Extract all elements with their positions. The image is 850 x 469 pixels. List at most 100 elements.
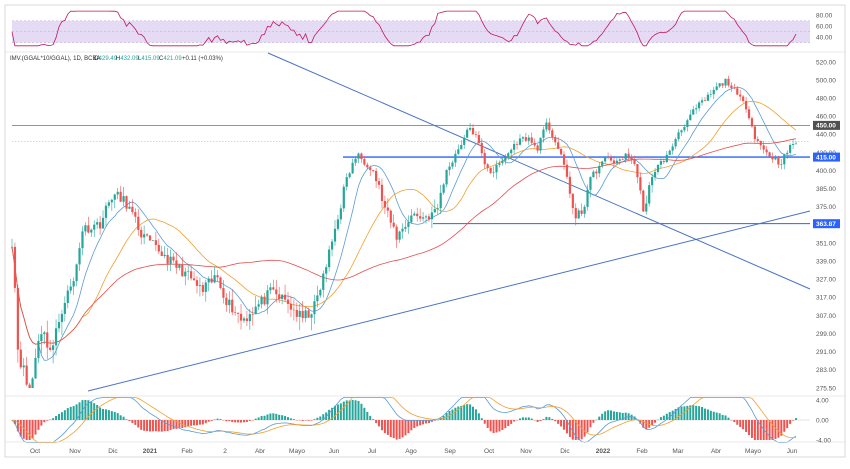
candle-body	[346, 177, 348, 187]
candle-body	[99, 222, 101, 228]
macd-histogram-bar	[281, 415, 283, 420]
macd-histogram-bar	[272, 413, 274, 420]
candle-body	[316, 295, 318, 301]
candle-body	[310, 314, 312, 317]
macd-histogram-bar	[205, 420, 207, 423]
candle-body	[228, 300, 230, 305]
y-tick-main: 339.00	[816, 259, 836, 266]
macd-histogram-bar	[528, 417, 530, 420]
candle-body	[67, 291, 69, 303]
candle-body	[187, 271, 189, 272]
candle-body	[387, 208, 389, 211]
candle-body	[131, 207, 133, 212]
candle-body	[507, 153, 509, 157]
candle-body	[384, 201, 386, 208]
macd-histogram-bar	[390, 420, 392, 437]
legend-title: IMV.(GGAL*10/GGAL), 1D, BCBA	[10, 56, 100, 62]
candle-body	[360, 154, 362, 160]
candle-body	[410, 215, 412, 222]
macd-histogram-bar	[563, 420, 565, 430]
macd-histogram-bar	[413, 420, 415, 428]
candle-body	[669, 151, 671, 155]
candle-body	[87, 225, 89, 232]
candle-body	[478, 135, 480, 143]
macd-histogram-bar	[399, 420, 401, 439]
y-tick-main: 520.00	[816, 59, 836, 66]
candle-body	[548, 123, 550, 131]
candle-body	[625, 154, 627, 160]
candle-body	[352, 163, 354, 174]
y-tick-macd: -4.00	[816, 437, 831, 444]
candle-body	[287, 300, 289, 304]
macd-histogram-bar	[240, 420, 242, 423]
macd-histogram-bar	[305, 420, 307, 421]
candle-body	[440, 193, 442, 208]
candle-body	[686, 120, 688, 127]
candle-body	[354, 159, 356, 163]
candle-body	[381, 185, 383, 201]
candle-body	[721, 83, 723, 85]
candle-body	[334, 229, 336, 242]
candle-body	[475, 134, 477, 135]
candle-body	[569, 177, 571, 194]
x-tick-label: Abr	[711, 448, 722, 455]
macd-histogram-bar	[237, 420, 239, 422]
candle-body	[675, 139, 677, 146]
candle-body	[701, 100, 703, 102]
macd-histogram-bar	[278, 415, 280, 420]
macd-histogram-bar	[114, 412, 116, 420]
macd-histogram-bar	[123, 417, 125, 420]
macd-histogram-bar	[234, 420, 236, 422]
macd-histogram-bar	[698, 406, 700, 420]
candle-body	[125, 196, 127, 209]
macd-histogram-bar	[707, 409, 709, 420]
macd-histogram-bar	[313, 419, 315, 420]
candle-body	[105, 206, 107, 218]
macd-histogram-bar	[463, 405, 465, 420]
macd-histogram-bar	[710, 411, 712, 420]
macd-histogram-bar	[616, 412, 618, 420]
macd-histogram-bar	[334, 406, 336, 420]
macd-histogram-bar	[43, 420, 45, 422]
candle-body	[601, 161, 603, 165]
candle-body	[84, 225, 86, 231]
macd-histogram-bar	[522, 417, 524, 420]
candle-body	[190, 271, 192, 278]
candle-body	[137, 217, 139, 230]
candle-body	[263, 297, 265, 305]
x-tick-label: Mayo	[745, 448, 761, 455]
macd-histogram-bar	[454, 408, 456, 420]
macd-histogram-bar	[651, 420, 653, 425]
candle-body	[443, 184, 445, 192]
candle-body	[504, 158, 506, 161]
candle-body	[93, 225, 95, 230]
macd-histogram-bar	[589, 420, 591, 427]
macd-histogram-bar	[378, 420, 380, 426]
candle-body	[748, 109, 750, 118]
candle-body	[281, 295, 283, 299]
candle-body	[713, 90, 715, 94]
candle-body	[296, 310, 298, 317]
y-tick-rsi: 80.00	[816, 13, 833, 20]
candle-body	[75, 264, 77, 281]
macd-histogram-bar	[478, 413, 480, 420]
macd-histogram-bar	[548, 417, 550, 420]
candle-body	[181, 265, 183, 277]
macd-histogram-bar	[701, 407, 703, 420]
macd-histogram-bar	[214, 419, 216, 420]
candle-body	[610, 158, 612, 161]
macd-histogram-bar	[510, 420, 512, 424]
macd-histogram-bar	[751, 420, 753, 438]
y-tick-main: 440.00	[816, 132, 836, 139]
x-tick-label: Mayo	[289, 448, 305, 455]
macd-histogram-bar	[67, 408, 69, 420]
svg-text:+0.11 (+0.03%): +0.11 (+0.03%)	[182, 56, 223, 62]
macd-histogram-bar	[719, 413, 721, 420]
macd-histogram-bar	[375, 420, 377, 423]
macd-histogram-bar	[393, 420, 395, 438]
macd-histogram-bar	[302, 420, 304, 421]
macd-histogram-bar	[613, 411, 615, 420]
candle-body	[363, 159, 365, 165]
macd-histogram-bar	[704, 409, 706, 420]
